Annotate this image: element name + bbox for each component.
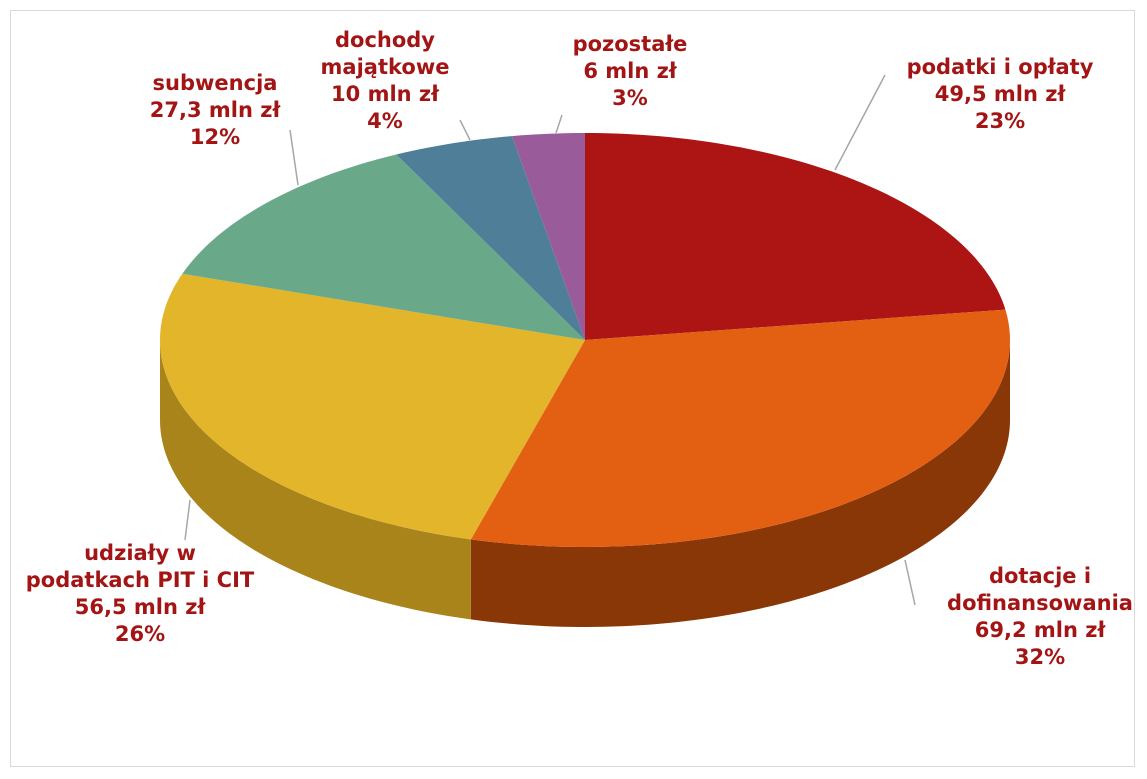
slice — [585, 133, 1006, 340]
data-label: podatki i opłaty 49,5 mln zł 23% — [885, 54, 1115, 135]
slice — [396, 136, 585, 340]
data-label: dotacje i dofinansowania 69,2 mln zł 32% — [915, 563, 1147, 671]
label-value: 49,5 mln zł — [934, 82, 1066, 106]
leader-line — [904, 559, 916, 606]
chart-frame — [10, 10, 1135, 767]
leader-line — [555, 114, 563, 134]
slice — [470, 309, 1010, 547]
data-label: udziały w podatkach PIT i CIT 56,5 mln zł… — [25, 540, 255, 648]
label-percent: 4% — [367, 109, 403, 133]
label-category: podatki i opłaty — [906, 55, 1094, 79]
label-category: dotacje i dofinansowania — [947, 564, 1133, 615]
label-category: pozostałe — [572, 32, 688, 56]
label-percent: 23% — [974, 109, 1026, 133]
leader-line — [459, 119, 471, 141]
leader-line — [834, 74, 886, 171]
label-value: 6 mln zł — [583, 59, 677, 83]
label-percent: 12% — [189, 125, 241, 149]
label-category: dochody majątkowe — [320, 28, 450, 79]
slice — [512, 133, 585, 340]
slice — [160, 273, 585, 540]
label-percent: 32% — [1014, 645, 1066, 669]
slice — [182, 154, 585, 340]
label-percent: 26% — [114, 622, 166, 646]
label-category: udziały w podatkach PIT i CIT — [25, 541, 255, 592]
slice-side — [160, 340, 471, 620]
leader-line — [184, 499, 191, 541]
slice-side — [470, 340, 1010, 627]
label-value: 69,2 mln zł — [974, 618, 1106, 642]
label-category: subwencja — [152, 71, 278, 95]
label-value: 10 mln zł — [331, 82, 439, 106]
leader-line — [289, 129, 299, 186]
data-label: dochody majątkowe 10 mln zł 4% — [295, 27, 475, 135]
data-label: pozostałe 6 mln zł 3% — [555, 31, 705, 112]
data-label: subwencja 27,3 mln zł 12% — [115, 70, 315, 151]
label-value: 27,3 mln zł — [149, 98, 281, 122]
label-percent: 3% — [612, 86, 648, 110]
label-value: 56,5 mln zł — [74, 595, 206, 619]
